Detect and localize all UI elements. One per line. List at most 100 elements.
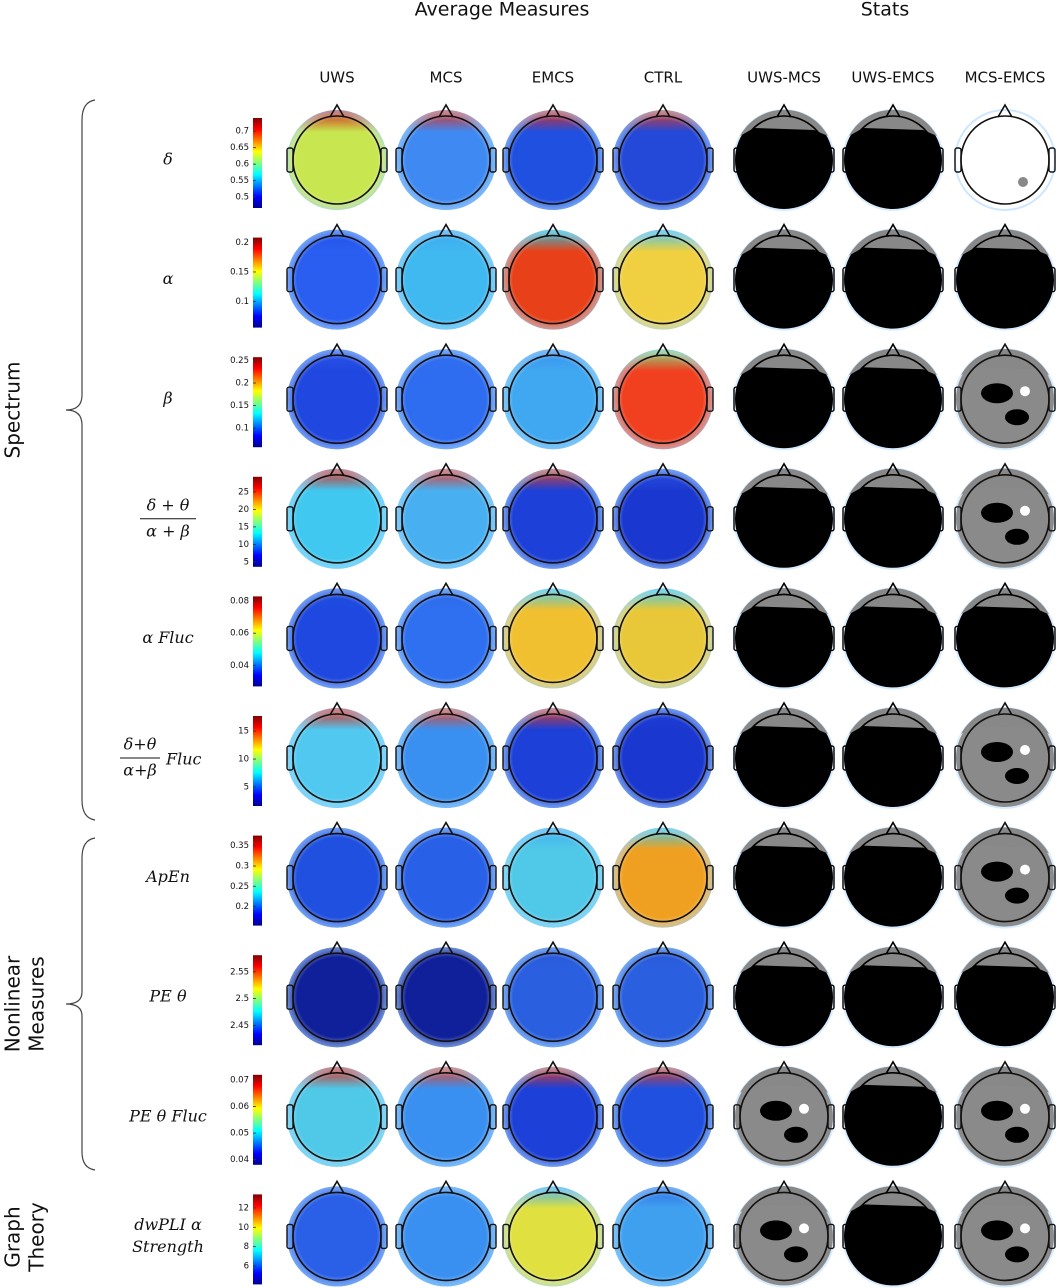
nose (776, 821, 792, 836)
ear (395, 864, 403, 891)
topo-rim (287, 588, 387, 689)
colorbar-tick-label: 12 (238, 1203, 249, 1213)
ear (596, 266, 604, 293)
nose (885, 1179, 901, 1194)
ear (612, 506, 620, 532)
nose (329, 103, 345, 118)
nose (438, 701, 454, 716)
group-label: Measures (25, 956, 49, 1051)
ear (286, 745, 294, 771)
ear (936, 1104, 944, 1130)
topo-rim (396, 947, 496, 1048)
nose (885, 581, 901, 596)
ear (936, 1223, 944, 1250)
ear (827, 386, 835, 412)
stat-top (740, 1186, 828, 1213)
colorbar-tick-label: 0.04 (230, 661, 249, 671)
stat-blob (760, 1220, 792, 1241)
stat-top (740, 229, 828, 256)
ear (827, 984, 835, 1010)
ear (395, 147, 403, 173)
ear (706, 1223, 714, 1250)
stat-blob (981, 742, 1013, 762)
ear (489, 1104, 497, 1130)
topo-rim (396, 349, 496, 450)
ear (842, 147, 850, 173)
row-label-denominator: α + β (146, 521, 190, 540)
ear (596, 1223, 604, 1250)
ear (827, 745, 835, 771)
stat-top (961, 827, 1049, 854)
stat-top (849, 588, 937, 615)
ear (395, 506, 403, 532)
nose (329, 462, 345, 477)
ear (489, 266, 497, 293)
nose (329, 342, 345, 357)
topo-rim (503, 827, 603, 928)
nose (438, 342, 454, 357)
stat-top (849, 707, 937, 734)
colorbar-tick-label: 15 (238, 727, 249, 737)
nose (997, 1060, 1013, 1075)
ear (502, 147, 510, 173)
colorbar (253, 835, 262, 926)
column-label: UWS-EMCS (851, 69, 934, 87)
group-label: Nonlinear (1, 955, 25, 1052)
nose (776, 342, 792, 357)
ear (936, 864, 944, 891)
row-label: δ (163, 150, 173, 169)
nose (329, 701, 345, 716)
ear (954, 506, 962, 532)
nose (655, 342, 671, 357)
colorbar (253, 118, 262, 208)
ear (612, 266, 620, 293)
nose (438, 1060, 454, 1075)
topo-rim (396, 827, 496, 928)
colorbar (253, 955, 262, 1046)
stat-blob (981, 1220, 1013, 1241)
colorbar-tick-label: 0.1 (235, 424, 249, 434)
colorbar-tick-label: 10 (238, 540, 249, 550)
ear (733, 266, 741, 293)
nose (997, 821, 1013, 836)
ear (706, 984, 714, 1010)
nose (545, 103, 561, 118)
ear (733, 386, 741, 412)
ear (842, 506, 850, 532)
stat-top (961, 707, 1049, 734)
nose (655, 581, 671, 596)
ear (706, 386, 714, 412)
nose (545, 1060, 561, 1075)
ear (842, 1104, 850, 1130)
nose (997, 1179, 1013, 1194)
stat-blob (981, 383, 1013, 404)
ear (936, 506, 944, 532)
nose (776, 223, 792, 238)
ear (502, 386, 510, 412)
stat-top (849, 1066, 937, 1093)
nose (329, 1060, 345, 1075)
ear (489, 745, 497, 771)
ear (612, 1223, 620, 1250)
topo-rim (503, 229, 603, 330)
nose (997, 462, 1013, 477)
column-label: UWS (319, 69, 354, 87)
stat-blob (1020, 745, 1030, 755)
colorbar-tick-label: 2.5 (235, 994, 249, 1004)
nose (655, 223, 671, 238)
topo-rim (613, 349, 713, 450)
nose (997, 103, 1013, 118)
row-label: β (162, 389, 172, 408)
nose (655, 821, 671, 836)
topo-rim (287, 708, 387, 808)
nose (885, 940, 901, 955)
ear (596, 386, 604, 412)
ear (380, 984, 388, 1010)
ear (380, 745, 388, 771)
stat-top (961, 1066, 1049, 1093)
ear (1048, 386, 1056, 412)
topo-rim (396, 708, 496, 808)
stat-blob (760, 1100, 792, 1121)
nose (885, 821, 901, 836)
nose (438, 581, 454, 596)
